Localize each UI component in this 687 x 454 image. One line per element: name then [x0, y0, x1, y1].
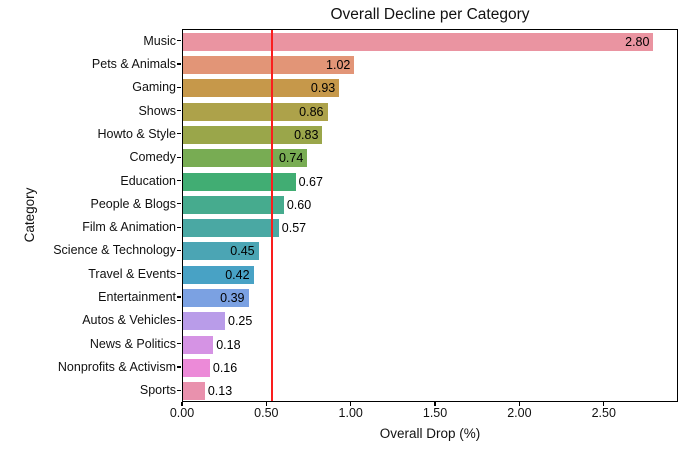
bar-travel-and-events	[183, 265, 254, 284]
x-tick	[265, 402, 267, 406]
bar-row-film-and-animation: 0.57	[183, 219, 677, 238]
bar-people-and-blogs	[183, 195, 284, 214]
y-tick	[177, 226, 181, 228]
bar-comedy	[183, 149, 308, 168]
x-axis-label: Overall Drop (%)	[379, 426, 481, 441]
value-label-nonprofits-and-activism: 0.16	[212, 361, 238, 376]
category-label-sports: Sports	[139, 383, 176, 398]
category-label-music: Music	[143, 33, 176, 48]
value-label-science-and-technology: 0.45	[230, 244, 255, 259]
x-tick	[350, 402, 352, 406]
x-tick-label-1.50: 1.50	[422, 406, 448, 420]
category-label-science-and-technology: Science & Technology	[53, 243, 176, 258]
value-label-film-and-animation: 0.57	[281, 221, 307, 236]
y-tick	[177, 343, 181, 345]
bar-row-gaming: 0.93	[183, 79, 677, 98]
y-tick	[177, 63, 181, 65]
bar-row-howto-and-style: 0.83	[183, 125, 677, 144]
chart-title: Overall Decline per Category	[330, 6, 530, 23]
x-tick	[518, 402, 520, 406]
value-label-gaming: 0.93	[310, 81, 336, 96]
bar-row-sports: 0.13	[183, 382, 677, 401]
value-label-shows: 0.86	[299, 104, 324, 119]
bar-row-pets-and-animals: 1.02	[183, 55, 677, 74]
bar-row-science-and-technology: 0.45	[183, 242, 677, 261]
bar-autos-and-vehicles	[183, 312, 225, 331]
bar-shows	[183, 102, 328, 121]
bar-howto-and-style	[183, 125, 323, 144]
bar-music	[183, 32, 654, 51]
category-label-shows: Shows	[138, 103, 176, 118]
value-label-people-and-blogs: 0.60	[286, 197, 312, 212]
x-tick	[181, 402, 183, 406]
category-label-film-and-animation: Film & Animation	[82, 220, 176, 235]
y-tick	[177, 389, 181, 391]
y-tick	[177, 296, 181, 298]
bar-row-shows: 0.86	[183, 102, 677, 121]
bar-row-autos-and-vehicles: 0.25	[183, 312, 677, 331]
x-tick-label-0.00: 0.00	[169, 406, 195, 420]
bar-row-comedy: 0.74	[183, 149, 677, 168]
value-label-pets-and-animals: 1.02	[326, 57, 351, 72]
x-tick-label-0.50: 0.50	[254, 406, 279, 420]
bar-row-travel-and-events: 0.42	[183, 265, 677, 284]
category-label-comedy: Comedy	[129, 150, 176, 165]
value-label-news-and-politics: 0.18	[216, 337, 241, 352]
bar-entertainment	[183, 289, 249, 308]
bar-row-music: 2.80	[183, 32, 677, 51]
x-tick	[434, 402, 436, 406]
y-tick	[177, 203, 181, 205]
y-tick	[177, 86, 181, 88]
y-tick	[177, 366, 181, 368]
y-tick	[177, 40, 181, 42]
category-label-entertainment: Entertainment	[98, 290, 176, 305]
x-tick	[603, 402, 605, 406]
y-tick	[177, 109, 181, 112]
value-label-entertainment: 0.39	[220, 291, 245, 306]
y-axis-label: Category	[21, 187, 37, 243]
y-tick	[177, 319, 181, 321]
value-label-music: 2.80	[625, 34, 650, 49]
y-tick	[177, 133, 181, 135]
bar-nonprofits-and-activism	[183, 359, 210, 378]
value-label-education: 0.67	[298, 174, 323, 189]
value-label-sports: 0.13	[207, 384, 233, 399]
bar-row-nonprofits-and-activism: 0.16	[183, 359, 677, 378]
y-tick	[177, 249, 181, 252]
bar-row-entertainment: 0.39	[183, 289, 677, 308]
category-label-news-and-politics: News & Politics	[89, 336, 176, 351]
bar-row-news-and-politics: 0.18	[183, 335, 677, 354]
category-label-autos-and-vehicles: Autos & Vehicles	[82, 313, 176, 328]
reference-line	[271, 30, 273, 401]
y-tick	[177, 273, 181, 275]
bar-education	[183, 172, 296, 191]
y-tick	[177, 156, 181, 158]
value-label-howto-and-style: 0.83	[294, 127, 319, 142]
bar-news-and-politics	[183, 335, 214, 354]
bar-row-education: 0.67	[183, 172, 677, 191]
category-label-nonprofits-and-activism: Nonprofits & Activism	[57, 360, 176, 375]
category-label-pets-and-animals: Pets & Animals	[91, 56, 176, 71]
bar-science-and-technology	[183, 242, 259, 261]
value-label-autos-and-vehicles: 0.25	[228, 314, 253, 329]
bar-row-people-and-blogs: 0.60	[183, 195, 677, 214]
category-label-howto-and-style: Howto & Style	[97, 126, 176, 141]
category-label-people-and-blogs: People & Blogs	[90, 196, 176, 211]
value-label-comedy: 0.74	[278, 151, 304, 166]
category-label-gaming: Gaming	[132, 80, 176, 95]
x-tick-label-2.00: 2.00	[507, 406, 532, 420]
category-label-travel-and-events: Travel & Events	[88, 266, 176, 281]
bar-gaming	[183, 79, 340, 98]
bar-sports	[183, 382, 205, 401]
y-tick	[177, 179, 181, 182]
bar-pets-and-animals	[183, 55, 355, 74]
category-label-education: Education	[120, 173, 176, 188]
value-label-travel-and-events: 0.42	[225, 267, 250, 282]
plot-area: 2.80 1.02 0.93 0.86 0.83 0.74 0.67 0.60 0.57 0.45…	[182, 29, 678, 402]
bar-film-and-animation	[183, 219, 279, 238]
x-tick-label-1.00: 1.00	[338, 406, 363, 420]
x-tick-label-2.50: 2.50	[591, 406, 616, 420]
